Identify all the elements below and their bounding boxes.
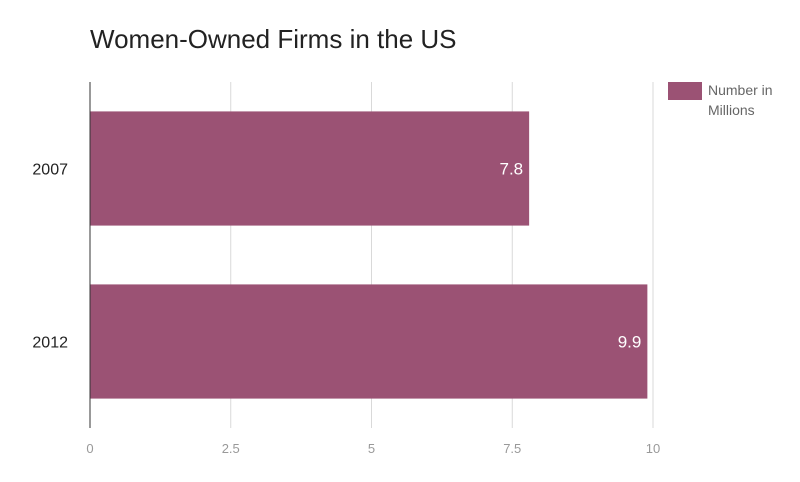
data-label: 7.8 (499, 160, 523, 179)
y-category-label: 2012 (32, 335, 68, 352)
x-tick-label: 2.5 (222, 441, 240, 456)
legend-swatch (668, 82, 702, 100)
y-category-label: 2007 (32, 162, 68, 179)
x-tick-label: 10 (646, 441, 660, 456)
bar (90, 111, 530, 226)
bar (90, 284, 648, 399)
data-label: 9.9 (618, 333, 642, 352)
x-tick-label: 7.5 (503, 441, 521, 456)
x-tick-label: 0 (86, 441, 93, 456)
chart-title: Women-Owned Firms in the US (90, 24, 457, 54)
legend-label: Number in Millions (708, 82, 773, 118)
x-tick-label: 5 (368, 441, 375, 456)
